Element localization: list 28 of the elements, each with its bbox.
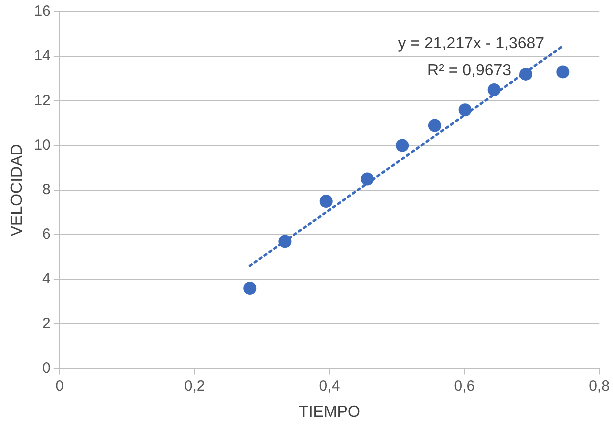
point [244,282,257,296]
point [361,172,374,186]
x-tick-label: 0,6 [454,378,476,395]
y-tick-label: 4 [42,270,51,288]
y-tick-label: 8 [42,182,51,199]
point [488,84,501,97]
point [320,195,333,208]
x-tick-label: 0,2 [184,378,206,395]
y-tick-label: 12 [34,92,51,110]
y-tick-label: 6 [42,226,51,244]
y-tick-label: 0 [42,360,51,377]
y-tick-label: 10 [34,136,51,154]
x-tick-label: 0,8 [589,378,610,395]
point [428,119,442,132]
point [520,68,533,81]
y-tick-label: 16 [34,3,51,20]
x-axis-title: TIEMPO [299,404,360,421]
y-axis-title: VELOCIDAD [9,144,26,237]
point [396,139,410,152]
point [556,66,570,79]
x-tick-label: 0 [56,378,64,395]
point [458,104,472,117]
y-tick-label: 14 [34,48,51,65]
annotation: R² = 0,9673 [428,62,512,80]
annotation: y = 21,217x - 1,3687 [398,35,545,52]
y-tick-label: 2 [42,315,51,332]
x-tick-label: 0,4 [319,378,340,395]
point [278,235,292,248]
